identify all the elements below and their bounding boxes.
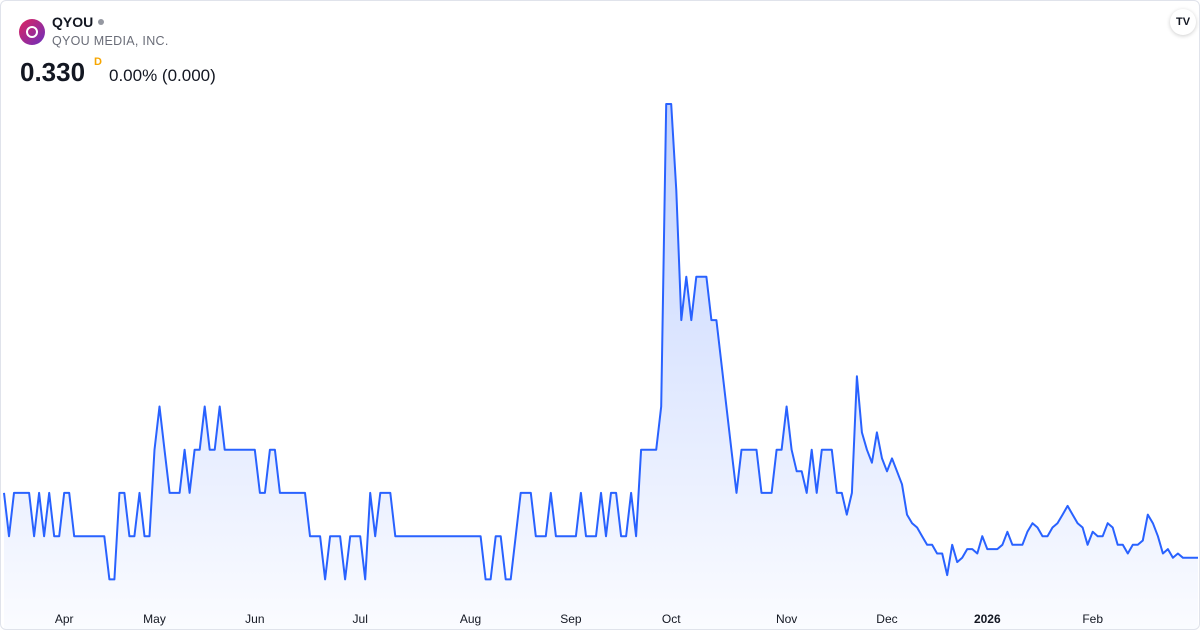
x-tick-label: Dec [876, 612, 897, 626]
x-tick-label: Apr [55, 612, 74, 626]
x-tick-label: Oct [662, 612, 681, 626]
company: QYOU MEDIA, INC. [52, 34, 169, 48]
price: 0.330 [20, 57, 86, 87]
x-tick-label: May [143, 612, 166, 626]
x-tick-label: 2026 [974, 612, 1001, 626]
tv-logo[interactable]: TV [1170, 9, 1196, 35]
x-tick-label: Aug [460, 612, 481, 626]
x-tick-label: Nov [776, 612, 797, 626]
change: 0.00% (0.000) [109, 66, 216, 85]
symbol-text: QYOU [52, 14, 94, 30]
logo [19, 19, 45, 45]
x-tick-label: Sep [560, 612, 582, 626]
resolution: D [94, 56, 102, 68]
area [4, 104, 1199, 629]
line [3, 103, 1198, 581]
symbol: QYOU [52, 14, 105, 30]
x-tick-label: Feb [1082, 612, 1103, 626]
x-tick-label: Jun [245, 612, 264, 626]
status-dot [98, 19, 105, 25]
x-tick-label: Jul [353, 612, 368, 626]
